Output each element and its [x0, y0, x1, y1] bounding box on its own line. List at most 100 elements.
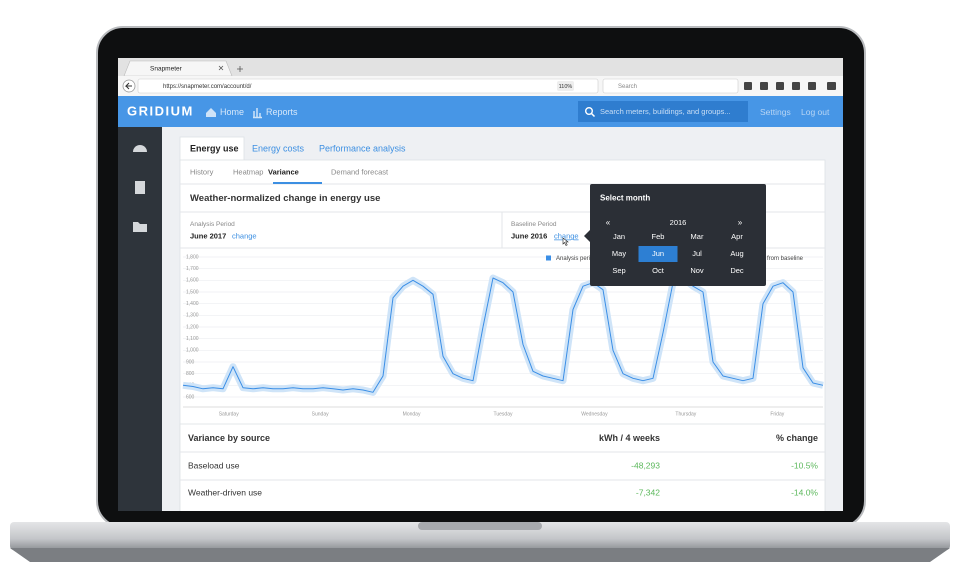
selected-month-bg [638, 246, 678, 262]
x-tick-label: Tuesday [494, 411, 513, 417]
month[interactable]: Feb [652, 232, 665, 241]
nav-right-link[interactable]: Settings [760, 107, 791, 117]
picker-prev[interactable]: « [606, 218, 611, 227]
app-search[interactable] [578, 101, 748, 122]
picker-bg [590, 184, 766, 286]
x-tick-label: Monday [403, 411, 421, 417]
x-tick-label: Wednesday [581, 411, 608, 417]
table-cell: -10.5% [791, 460, 818, 470]
period-label: Analysis Period [190, 221, 235, 228]
y-tick-label: 1,800 [186, 254, 199, 260]
month[interactable]: Oct [652, 266, 665, 275]
zoom: 110% [559, 84, 573, 90]
home-icon [206, 108, 216, 117]
y-tick-label: 1,100 [186, 336, 199, 342]
search-icon [585, 106, 594, 115]
y-tick-label: 1,000 [186, 348, 199, 354]
tab[interactable]: Energy costs [252, 143, 305, 153]
month[interactable]: Apr [731, 232, 743, 241]
x-tick-label: Sunday [312, 411, 329, 417]
subtab-active[interactable]: Variance [268, 167, 299, 176]
table-header: kWh / 4 weeks [599, 433, 660, 443]
series-line [182, 277, 824, 393]
x-tick-label: Friday [770, 411, 784, 417]
laptop-base [10, 522, 950, 550]
y-tick-label: 1,700 [186, 266, 199, 272]
legend-label: % change from baseline [739, 256, 804, 262]
zoom-box [557, 81, 574, 91]
period-change[interactable]: change [232, 231, 257, 240]
subtab[interactable]: Heatmap [233, 167, 263, 176]
table-cell: -7,342 [636, 487, 660, 497]
tab[interactable]: Energy use [190, 143, 239, 153]
table-cell: Weather-driven use [188, 487, 262, 497]
nav-link[interactable]: Reports [266, 107, 298, 117]
browser-search-placeholder: Search [618, 84, 637, 90]
y-tick-label: 800 [186, 371, 195, 377]
y-tick-label: 1,300 [186, 313, 199, 319]
table-cell: Baseload use [188, 460, 240, 470]
month[interactable]: May [612, 249, 626, 258]
laptop-notch [418, 522, 542, 530]
picker-pointer [584, 230, 590, 242]
month[interactable]: Nov [690, 266, 704, 275]
month[interactable]: Jul [692, 249, 702, 258]
search-icon-handle [590, 112, 596, 118]
y-tick-label: 900 [186, 359, 195, 365]
tab-title: Snapmeter [150, 66, 183, 73]
subtab[interactable]: Demand forecast [331, 167, 389, 176]
logo[interactable]: GRIDIUM [127, 103, 194, 118]
period-value: June 2016 [511, 231, 547, 240]
month[interactable]: Mar [691, 232, 704, 241]
url: https://snapmeter.com/account/d/ [163, 84, 252, 90]
x-tick-label: Thursday [675, 411, 696, 417]
tab-icons [218, 65, 243, 72]
y-tick-label: 1,200 [186, 324, 199, 330]
month[interactable]: Sep [612, 266, 625, 275]
period-value: June 2017 [190, 231, 226, 240]
picker-title: Select month [600, 194, 650, 203]
nav-right-link[interactable]: Log out [801, 107, 830, 117]
tab[interactable]: Performance analysis [319, 143, 406, 153]
reports-icon [253, 108, 262, 119]
browser-search[interactable] [602, 78, 739, 94]
nav-link[interactable]: Home [220, 107, 244, 117]
app-search-placeholder: Search meters, buildings, and groups... [600, 107, 731, 116]
picker-year: 2016 [670, 218, 687, 227]
month[interactable]: Dec [730, 266, 744, 275]
url-box[interactable] [137, 78, 599, 94]
toolbar-icons [744, 82, 836, 90]
y-tick-label: 1,500 [186, 289, 199, 295]
table-header: Variance by source [188, 433, 270, 443]
month[interactable]: Aug [730, 249, 743, 258]
table-header: % change [776, 433, 818, 443]
sidebar-folder-icon[interactable] [133, 222, 147, 232]
legend-label: Analysis period [556, 256, 597, 262]
table [179, 423, 826, 511]
x-tick-label: Saturday [219, 411, 240, 417]
period-label: Baseline Period [511, 221, 557, 228]
bezel-bottom [118, 511, 843, 520]
picker-next[interactable]: » [738, 218, 743, 227]
cursor [562, 237, 569, 246]
table-cell: -48,293 [631, 460, 660, 470]
legend-swatch [546, 255, 551, 261]
chart: 1,800 1,700 1,600 1,500 1,400 1,300 1,200 1,100… [182, 254, 824, 417]
tab-bar [118, 58, 843, 76]
y-tick-label: 600 [186, 394, 195, 400]
screen: Snapmeter https://snapmeter.com/account/… [118, 58, 843, 511]
y-tick-label: 1,600 [186, 278, 199, 284]
month[interactable]: Jun [652, 249, 664, 258]
back-icon [124, 82, 132, 90]
period-change[interactable]: change [554, 231, 579, 240]
y-tick-label: 1,400 [186, 301, 199, 307]
section-title: Weather-normalized change in energy use [190, 193, 380, 204]
table-cell: -14.0% [791, 487, 818, 497]
month-picker: Select month « 2016 » Jan Feb Mar Apr May Jun… [584, 184, 766, 286]
laptop-lip [10, 548, 950, 562]
month[interactable]: Jan [613, 232, 625, 241]
sidebar-building-icon[interactable] [135, 181, 145, 194]
subtab[interactable]: History [190, 167, 214, 176]
sidebar-dashboard-icon[interactable] [133, 145, 147, 152]
